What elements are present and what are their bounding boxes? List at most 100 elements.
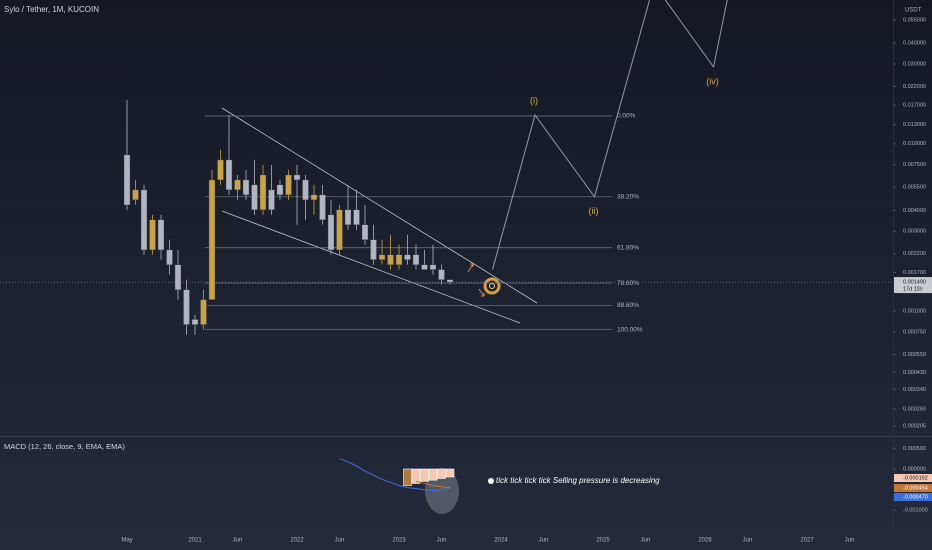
arrow-up: [467, 263, 474, 273]
signal-line: [415, 480, 451, 489]
macd-value-label: -0.000470: [903, 494, 928, 500]
histogram-bar: [437, 468, 446, 479]
candle-body: [429, 264, 437, 270]
wave-projection: [492, 0, 728, 270]
y-tick-label: 0.000550: [903, 352, 926, 358]
y-tick-label: 0.002200: [903, 251, 926, 257]
candle-body: [268, 189, 275, 211]
x-tick-label: Jun: [335, 538, 345, 544]
candle-body: [336, 209, 343, 251]
fib-label: 88.60%: [617, 302, 639, 309]
x-tick-label: 2022: [290, 538, 304, 544]
currency: USDT: [905, 8, 922, 14]
y-tick-label: 0.000430: [903, 370, 926, 376]
fib-label: 0.00%: [617, 113, 636, 120]
candle-body: [319, 194, 326, 221]
candle-body: [293, 174, 301, 181]
y-tick-label: 0.000205: [903, 424, 926, 430]
x-tick-label: 2024: [494, 538, 508, 544]
wave-label: (ii): [589, 206, 599, 216]
fib-label: 78.60%: [617, 280, 639, 287]
annotation: tick tick tick tick Selling pressure is …: [496, 476, 660, 485]
y-tick-label: 0.000260: [903, 406, 926, 412]
y-tick-label: 0.040000: [903, 41, 926, 47]
y-tick-label: 0.055000: [903, 17, 926, 23]
trendline-lower: [221, 210, 521, 324]
candle-body: [251, 184, 258, 211]
countdown: 17d 11h: [903, 287, 922, 293]
x-tick-label: Jun: [233, 538, 243, 544]
candle-body: [191, 319, 199, 325]
candle-body: [123, 154, 131, 206]
candle-body: [217, 159, 224, 181]
y-tick-label: 0.030000: [903, 61, 926, 67]
histogram-bar: [403, 468, 412, 486]
macd-title: MACD (12, 26, close, 9, EMA, EMA): [4, 442, 125, 451]
macd-value-box: [894, 484, 932, 492]
candle-body: [132, 189, 139, 201]
fib-label: 100.00%: [617, 326, 643, 333]
y-tick-label: 0.001000: [903, 308, 926, 314]
macd-value-box: [894, 493, 932, 501]
last-price-box: [894, 277, 932, 294]
x-tick-label: Jun: [641, 538, 651, 544]
wave-label: (iv): [706, 76, 719, 86]
candle-body: [404, 254, 411, 260]
macd-y-tick-label: 0.000000: [903, 466, 926, 472]
candle-body: [225, 159, 233, 191]
y-tick-label: 0.007500: [903, 162, 926, 168]
y-tick-label: 0.005500: [903, 185, 926, 191]
x-tick-label: Jun: [437, 538, 447, 544]
candle-body: [140, 189, 148, 251]
x-tick-label: 2023: [392, 538, 406, 544]
candle-body: [310, 194, 318, 201]
x-tick-label: May: [121, 538, 132, 544]
macd-value-label: -0.000192: [903, 475, 928, 481]
candle-body: [446, 279, 454, 283]
y-tick-label: 0.004000: [903, 208, 926, 214]
candle-body: [353, 209, 360, 225]
fib-label: 38.20%: [617, 194, 639, 201]
candle-body: [242, 179, 250, 196]
candle-body: [395, 254, 403, 266]
candle-body: [412, 254, 420, 266]
y-tick-label: 0.003000: [903, 229, 926, 235]
macd-line: [339, 458, 451, 492]
macd-y-tick-label: 0.000500: [903, 446, 926, 452]
x-tick-label: Jun: [743, 538, 753, 544]
target-circle: [483, 277, 501, 295]
chart-title: Sylo / Tether, 1M, KUCOIN: [4, 5, 99, 14]
macd-value-label: -0.000454: [903, 485, 928, 491]
x-tick-label: 2021: [188, 538, 202, 544]
macd-value-box: [894, 474, 932, 482]
bullet: [488, 478, 494, 484]
candle-body: [302, 179, 309, 201]
candle-body: [344, 209, 352, 225]
y-tick-label: 0.000750: [903, 329, 926, 335]
histogram-bar: [411, 468, 421, 484]
candle-body: [327, 214, 335, 251]
histogram-bar: [445, 468, 455, 478]
y-tick-label: 0.017000: [903, 103, 926, 109]
candle-body: [276, 184, 284, 196]
last-price-label: 0.001490: [903, 280, 926, 286]
x-tick-label: 2026: [698, 538, 712, 544]
y-tick-label: 0.000340: [903, 387, 926, 393]
candle-body: [234, 179, 241, 191]
y-tick-label: 0.013000: [903, 122, 926, 128]
x-tick-label: 2025: [596, 538, 610, 544]
histogram-bar: [420, 468, 429, 482]
fib-label: 61.80%: [617, 244, 639, 251]
candle-body: [361, 224, 369, 240]
candle-body: [157, 219, 165, 251]
y-tick-label: 0.022000: [903, 84, 926, 90]
target-dot: [489, 283, 495, 289]
candle-body: [285, 174, 292, 196]
candle-body: [200, 299, 207, 325]
candle-body: [166, 249, 173, 266]
candle-body: [183, 289, 190, 325]
y-tick-label: 0.001700: [903, 270, 926, 276]
candle-body: [438, 269, 445, 280]
